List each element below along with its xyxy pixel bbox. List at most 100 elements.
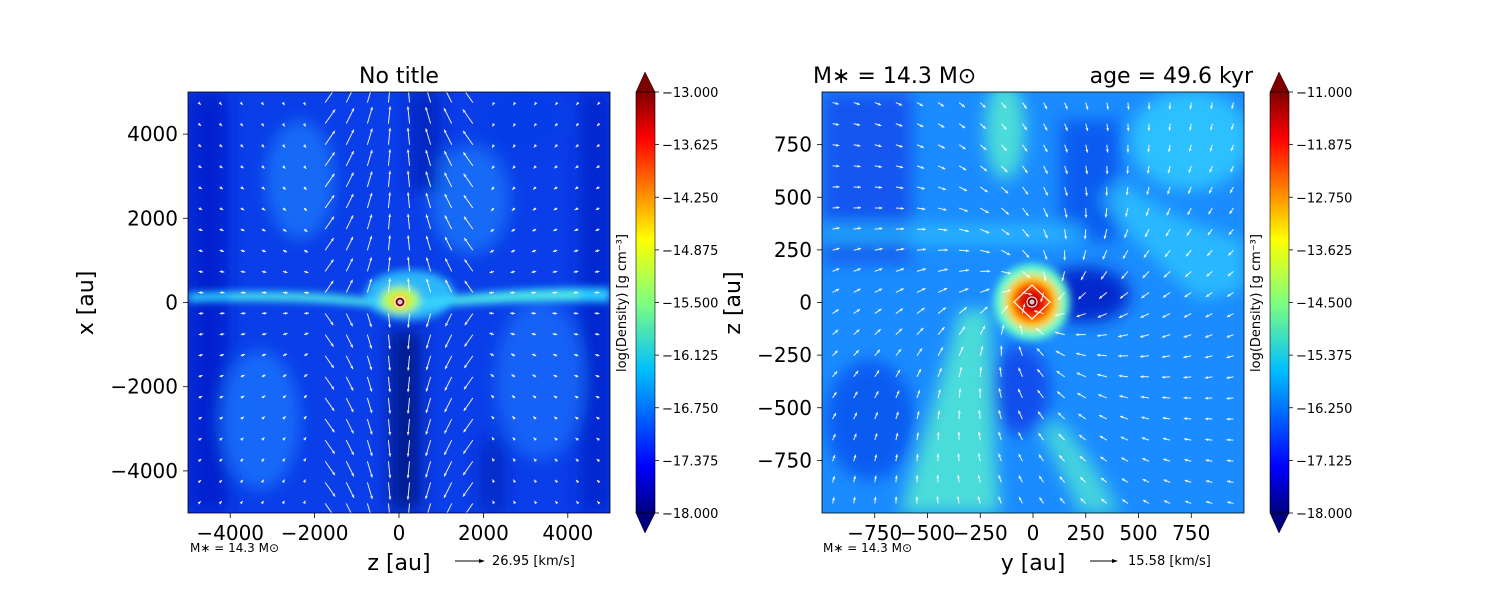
- panel-a-velocity-arrow-head: [198, 438, 202, 441]
- panel-a-velocity-arrow-head: [574, 396, 579, 399]
- panel-a-velocity-arrow-head: [263, 332, 267, 336]
- panel-a-velocity-arrow-head: [513, 500, 517, 505]
- panel-b-velocity-arrow-head: [1231, 105, 1235, 109]
- panel-a-velocity-arrow-head: [464, 259, 468, 263]
- panel-a-velocity-arrow-head: [350, 430, 354, 434]
- panel-a-velocity-arrow-head: [220, 353, 224, 357]
- panel-a-velocity-arrow-head: [464, 280, 468, 285]
- panel-a-velocity-arrow-head: [596, 122, 601, 126]
- panel-b-velocity-arrow-head: [978, 410, 982, 414]
- panel-a-velocity-arrow-head: [221, 311, 225, 315]
- panel-b-velocity-arrow-head: [961, 125, 966, 129]
- panel-b-velocity-arrow-head: [1145, 212, 1149, 216]
- panel-b-velocity-arrow-head: [1003, 104, 1007, 109]
- panel-a-ytick-label: 2000: [127, 206, 178, 230]
- panel-b-velocity-arrow-head: [1080, 498, 1084, 502]
- panel-b-velocity-arrow-head: [1036, 348, 1040, 352]
- panel-b-velocity-arrow-head: [1079, 456, 1083, 460]
- panel-b-velocity-arrow-head: [963, 188, 968, 191]
- panel-a-velocity-arrow-head: [407, 518, 410, 521]
- panel-b-velocity-arrow-head: [857, 143, 861, 147]
- panel-a-velocity-arrow-head: [219, 396, 224, 399]
- panel-b-ytick-label: −500: [757, 396, 812, 420]
- panel-b-velocity-arrow-head: [920, 124, 924, 127]
- panel-a-velocity-arrow-head: [574, 249, 578, 253]
- panel-b-velocity-arrow-head: [1037, 369, 1041, 373]
- panel-a-velocity-arrow-head: [425, 474, 429, 478]
- panel-a-velocity-arrow-head: [489, 332, 493, 336]
- panel-a-velocity-arrow-head: [425, 149, 429, 154]
- panel-a-ytick-label: −2000: [110, 375, 178, 399]
- panel-b-xtick-label: −250: [953, 521, 1008, 545]
- panel-a-velocity-arrow-head: [406, 324, 410, 328]
- panel-a-velocity-arrow-head: [331, 152, 335, 156]
- panel-b-velocity-arrow-head: [1007, 271, 1012, 275]
- panel-a-colorbar-tick-label: −14.250: [662, 191, 718, 206]
- panel-b-velocity-arrow-head: [1188, 190, 1191, 194]
- panel-b-velocity-arrow-head: [1018, 367, 1022, 371]
- panel-a-velocity-arrow: [345, 92, 353, 103]
- panel-a-velocity-arrow-head: [533, 458, 537, 462]
- panel-b-velocity-arrow-head: [920, 327, 924, 332]
- panel-b-velocity-arrow-head: [957, 453, 961, 457]
- panel-b-velocity-arrow-head: [1163, 479, 1167, 483]
- panel-b-velocity-arrow-head: [936, 496, 940, 500]
- panel-b-velocity-arrow-head: [1228, 231, 1232, 235]
- panel-a-velocity-arrow-head: [425, 192, 429, 197]
- panel-b-velocity-arrow-head: [836, 206, 840, 210]
- panel-b-velocity-arrow-head: [922, 268, 926, 272]
- panel-a-velocity-arrow-head: [388, 106, 392, 110]
- panel-b-velocity-arrow-head: [897, 369, 901, 374]
- panel-b-velocity-arrow-head: [1226, 334, 1230, 338]
- panel-a-velocity-arrow-head: [283, 228, 287, 232]
- panel-a-xtick-label: 0: [393, 521, 406, 545]
- panel-b-velocity-arrow-head: [1018, 432, 1022, 436]
- panel-a-velocity-arrow-head: [463, 173, 467, 177]
- panel-a-velocity-arrow-head: [369, 409, 373, 414]
- panel-b-xtick-label: 750: [1172, 521, 1210, 545]
- panel-b-velocity-arrow-head: [1022, 303, 1026, 308]
- panel-b-velocity-arrow-head: [977, 474, 981, 479]
- panel-b-velocity-arrow-head: [1146, 170, 1150, 174]
- panel-a-velocity-arrow-head: [445, 279, 449, 284]
- panel-a-velocity-arrow-head: [303, 165, 307, 169]
- panel-b-velocity-arrow-head: [1076, 372, 1080, 376]
- panel-b-velocity-arrow-head: [879, 185, 883, 189]
- panel-b-velocity-arrow-head: [915, 475, 919, 479]
- panel-b-velocity-arrow-head: [1226, 355, 1230, 359]
- panel-b-velocity-arrow-head: [1205, 459, 1209, 463]
- panel-a-quiver-key-label: 26.95 [km/s]: [492, 554, 575, 569]
- panel-a-title: No title: [359, 64, 439, 89]
- panel-a-velocity-arrow-head: [388, 170, 392, 174]
- panel-a-velocity-arrow-head: [351, 108, 355, 112]
- panel-a-velocity-arrow-head: [533, 437, 537, 441]
- panel-a-velocity-arrow-head: [533, 165, 537, 169]
- panel-a-velocity-arrow-head: [445, 258, 448, 262]
- panel-b-velocity-arrow-head: [1085, 106, 1089, 110]
- panel-a-velocity-arrow-head: [425, 323, 429, 328]
- panel-b-ylabel: z [au]: [721, 271, 746, 334]
- panel-b-velocity-arrow-head: [1083, 236, 1087, 240]
- panel-a-velocity-arrow-head: [241, 353, 246, 357]
- panel-a-colorbar: −13.000 −13.625 −14.250 −14.875 −15.500 −16.1…: [615, 71, 718, 534]
- panel-b-velocity-arrow-head: [922, 288, 926, 291]
- panel-a-velocity-arrow-head: [388, 367, 392, 371]
- panel-a-velocity-arrow-head: [510, 353, 515, 357]
- panel-b-velocity-arrow-head: [879, 206, 883, 210]
- panel-a-velocity-arrow-head: [406, 213, 410, 217]
- panel-a-velocity-arrow-head: [369, 388, 373, 392]
- panel-b-velocity-arrow-head: [1054, 313, 1059, 317]
- panel-a-velocity-arrow-head: [576, 101, 580, 105]
- panel-b-velocity-arrow-head: [1025, 191, 1029, 195]
- panel-a-quiver-key: 26.95 [km/s]: [455, 554, 575, 569]
- panel-b-velocity-arrow-head: [1104, 214, 1108, 218]
- panel-b-velocity-arrow-head: [1007, 289, 1012, 293]
- panel-a-velocity-arrow-head: [350, 151, 354, 155]
- panel-a-velocity-arrow-head: [239, 501, 243, 505]
- panel-a-velocity-arrow-head: [463, 195, 467, 199]
- panel-a-velocity-arrow-head: [533, 186, 537, 190]
- panel-a-velocity-arrow-head: [331, 216, 334, 220]
- panel-b-velocity-arrow-head: [1064, 106, 1068, 110]
- panel-a-velocity-arrow-head: [576, 501, 580, 505]
- panel-b-velocity-arrow-head: [1142, 274, 1146, 279]
